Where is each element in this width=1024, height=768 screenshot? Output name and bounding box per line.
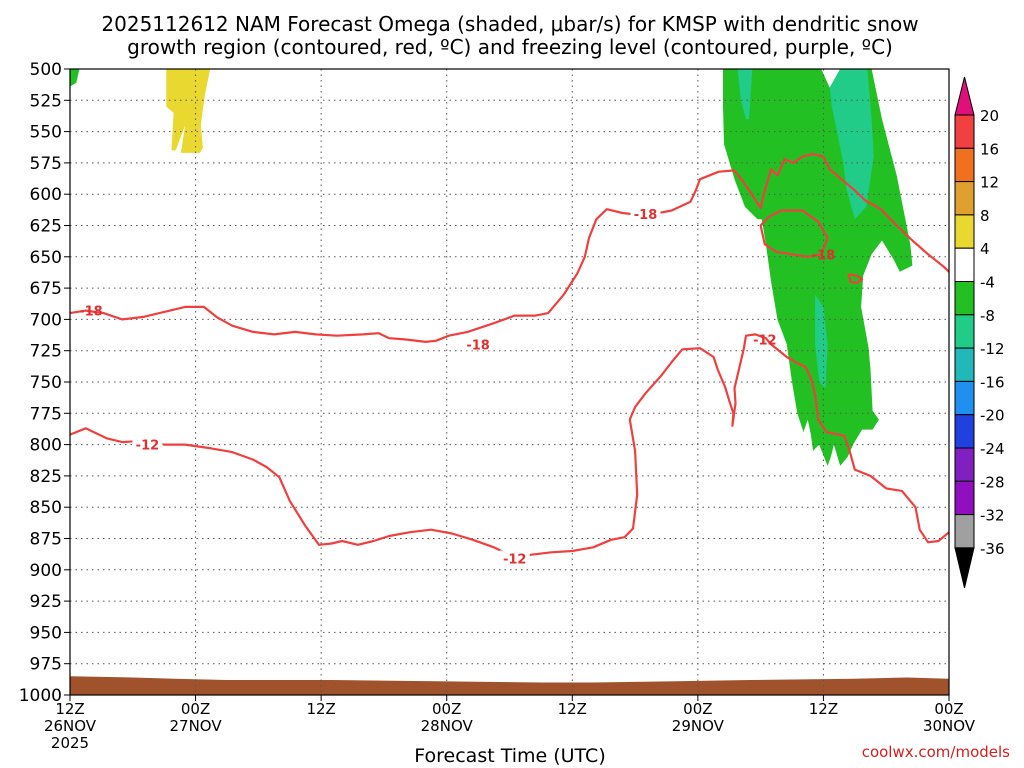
contour-label-extra-0: -18 xyxy=(466,338,490,353)
x-tick-label: 2025 xyxy=(51,734,89,752)
y-tick-label: 500 xyxy=(30,60,62,80)
colorbar-tick-label: -32 xyxy=(980,507,1005,525)
contour-label-extra-1: -12 xyxy=(136,439,160,454)
y-tick-label: 750 xyxy=(30,373,62,393)
contour-line-3 xyxy=(69,333,950,559)
colorbar-segment-9 xyxy=(954,414,975,449)
contour-line-2 xyxy=(847,273,864,285)
colorbar-bottom-arrow xyxy=(954,547,975,589)
colorbar-segment-2 xyxy=(954,181,975,216)
colorbar-segment-6 xyxy=(954,314,975,349)
colorbar-legend: 20 16 12 8 4 -4 -8 -12 -16 -20 -24 -28 -32 -36 xyxy=(954,76,1005,589)
colorbar-segment-4 xyxy=(954,247,975,282)
colorbar-tick-label: 4 xyxy=(980,240,990,258)
contour-label-bg-0 xyxy=(463,336,494,351)
x-tick-label: 12Z xyxy=(55,700,84,718)
colorbar-segment-8 xyxy=(954,380,975,416)
x-tick-label: 29NOV xyxy=(672,717,725,735)
y-tick-label: 825 xyxy=(30,467,62,487)
y-tick-label: 800 xyxy=(30,436,62,456)
y-axis-tick-labels: 500 525 550 575 600 625 650 675 700 725 750 775 800 8… xyxy=(19,60,70,706)
y-tick-label: 925 xyxy=(30,592,62,612)
colorbar-tick-label: -36 xyxy=(980,540,1005,558)
colorbar-segment-7 xyxy=(954,347,975,382)
x-tick-label: 00Z xyxy=(683,700,712,718)
y-tick-label: 975 xyxy=(30,655,62,675)
colorbar-tick-label: 16 xyxy=(980,140,999,158)
colorbar-tick-label: -28 xyxy=(980,473,1005,491)
y-tick-label: 650 xyxy=(30,248,62,268)
y-tick-label: 725 xyxy=(30,342,62,362)
colorbar-segment-1 xyxy=(954,147,975,183)
x-tick-label: 00Z xyxy=(934,700,963,718)
y-tick-label: 525 xyxy=(30,91,62,111)
x-tick-label: 12Z xyxy=(809,700,838,718)
colorbar-tick-label: -4 xyxy=(980,274,995,292)
y-tick-label: 675 xyxy=(30,279,62,299)
y-tick-label: 600 xyxy=(30,185,62,205)
contour-label: -18 xyxy=(79,305,103,320)
surface-terrain xyxy=(70,676,949,695)
surface-terrain-band xyxy=(70,676,949,695)
x-tick-label: 28NOV xyxy=(421,717,474,735)
colorbar-segment-12 xyxy=(954,514,975,549)
contour-label-bg-1 xyxy=(132,436,163,451)
x-tick-label: 00Z xyxy=(181,700,210,718)
colorbar-tick-label: -16 xyxy=(980,373,1005,391)
y-tick-label: 1000 xyxy=(19,686,62,706)
y-tick-label: 875 xyxy=(30,530,62,550)
y-tick-label: 550 xyxy=(30,123,62,143)
colorbar-segment-3 xyxy=(954,214,975,249)
colorbar-segment-10 xyxy=(954,447,975,482)
colorbar-segment-0 xyxy=(954,114,975,149)
contour-label-bg-2 xyxy=(499,550,530,565)
omega-shaded-regions xyxy=(70,69,913,466)
omega-region-5 xyxy=(815,294,828,389)
chart-title-line-1: 2025112612 NAM Forecast Omega (shaded, μ… xyxy=(101,12,918,36)
x-tick-label: 12Z xyxy=(558,700,587,718)
credit-text: coolwx.com/models xyxy=(862,743,1010,761)
colorbar-tick-label: 12 xyxy=(980,174,999,192)
x-tick-label: 26NOV xyxy=(44,717,97,735)
colorbar-tick-label: -8 xyxy=(980,307,995,325)
omega-region-0 xyxy=(166,69,211,153)
colorbar-tick-label: 8 xyxy=(980,207,990,225)
contour-label: -18 xyxy=(812,248,836,263)
chart-title-line-2: growth region (contoured, red, ºC) and f… xyxy=(127,35,893,59)
y-tick-label: 850 xyxy=(30,498,62,518)
colorbar-top-arrow xyxy=(954,76,975,116)
colorbar-tick-label: -24 xyxy=(980,440,1005,458)
temperature-contours: -18 -18 -12 -18 -12 -12 -18 xyxy=(69,153,950,568)
x-tick-label: 30NOV xyxy=(923,717,976,735)
contour-label: -12 xyxy=(753,333,777,348)
colorbar-tick-label: -12 xyxy=(980,340,1005,358)
x-tick-label: 00Z xyxy=(432,700,461,718)
contour-label-extra-3: -18 xyxy=(634,208,658,223)
y-tick-label: 625 xyxy=(30,217,62,237)
omega-region-1 xyxy=(70,69,80,87)
y-tick-label: 775 xyxy=(30,404,62,424)
colorbar-segment-5 xyxy=(954,281,975,316)
colorbar-segment-11 xyxy=(954,480,975,516)
y-tick-label: 575 xyxy=(30,154,62,174)
x-tick-label: 12Z xyxy=(306,700,335,718)
y-tick-label: 700 xyxy=(30,310,62,330)
y-tick-label: 900 xyxy=(30,561,62,581)
omega-region-4 xyxy=(737,69,753,120)
x-tick-label: 27NOV xyxy=(170,717,223,735)
contour-line-0 xyxy=(69,153,950,343)
omega-region-2 xyxy=(723,69,913,466)
colorbar-tick-label: -20 xyxy=(980,407,1005,425)
contour-label-extra-2: -12 xyxy=(503,553,527,568)
omega-region-3 xyxy=(829,69,874,220)
y-tick-label: 950 xyxy=(30,623,62,643)
contour-line-1 xyxy=(759,209,829,258)
contour-label-bg-3 xyxy=(630,206,661,221)
colorbar-tick-label: 20 xyxy=(980,107,999,125)
x-axis-label: Forecast Time (UTC) xyxy=(414,745,605,767)
